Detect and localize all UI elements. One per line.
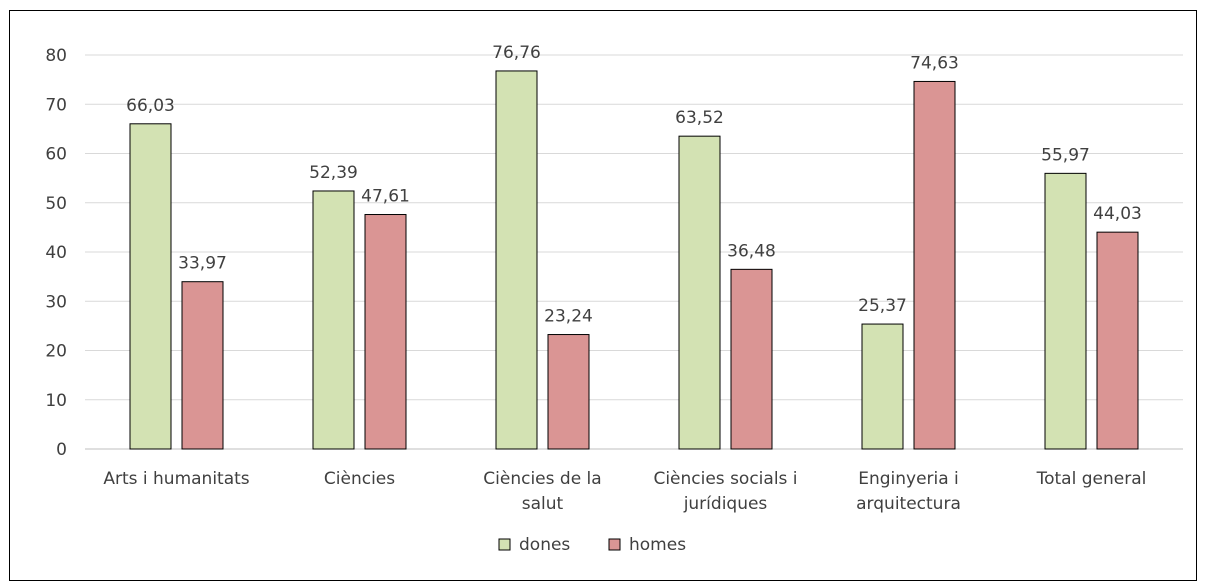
- chart-frame: [9, 10, 1197, 581]
- y-tick-label: 50: [45, 194, 67, 214]
- data-label: 52,39: [309, 163, 358, 183]
- data-label: 47,61: [361, 187, 410, 207]
- x-tick-label: Ciències de la: [483, 469, 601, 489]
- x-tick-label: Enginyeria i: [858, 469, 959, 489]
- bar-dones: [495, 70, 538, 450]
- y-tick-label: 30: [45, 292, 67, 312]
- bar-homes: [547, 334, 590, 450]
- bar-dones: [129, 123, 172, 450]
- bar-homes: [913, 80, 956, 450]
- data-label: 36,48: [727, 241, 776, 261]
- data-label: 66,03: [126, 96, 175, 116]
- legend-label-dones: dones: [519, 535, 570, 555]
- y-tick-label: 70: [45, 95, 67, 115]
- x-tick-label: Total general: [1036, 469, 1147, 489]
- y-tick-label: 20: [45, 342, 67, 362]
- legend-swatch-homes: [608, 538, 621, 551]
- y-tick-label: 10: [45, 391, 67, 411]
- y-tick-label: 80: [45, 46, 67, 66]
- bar-homes: [1096, 231, 1139, 450]
- y-tick-label: 40: [45, 243, 67, 263]
- x-tick-label: arquitectura: [856, 494, 961, 514]
- bar-homes: [181, 281, 224, 450]
- data-label: 25,37: [858, 296, 907, 316]
- bar-dones: [678, 135, 721, 450]
- y-tick-label: 60: [45, 145, 67, 165]
- x-tick-label: Ciències: [324, 469, 395, 489]
- data-label: 55,97: [1041, 145, 1090, 165]
- data-label: 23,24: [544, 307, 593, 327]
- data-label: 33,97: [178, 254, 227, 274]
- bar-homes: [364, 214, 407, 450]
- legend-swatch-dones: [498, 538, 511, 551]
- bar-dones: [1044, 172, 1087, 450]
- bar-dones: [312, 190, 355, 450]
- bar-dones: [861, 323, 904, 450]
- x-tick-label: salut: [522, 494, 564, 514]
- y-tick-label: 0: [56, 440, 67, 460]
- data-label: 74,63: [910, 53, 959, 73]
- data-label: 63,52: [675, 108, 724, 128]
- data-label: 44,03: [1093, 204, 1142, 224]
- legend-label-homes: homes: [629, 535, 686, 555]
- x-tick-label: Ciències socials i: [653, 469, 797, 489]
- x-tick-label: jurídiques: [683, 494, 768, 514]
- data-label: 76,76: [492, 43, 541, 63]
- x-tick-label: Arts i humanitats: [103, 469, 249, 489]
- bar-homes: [730, 268, 773, 450]
